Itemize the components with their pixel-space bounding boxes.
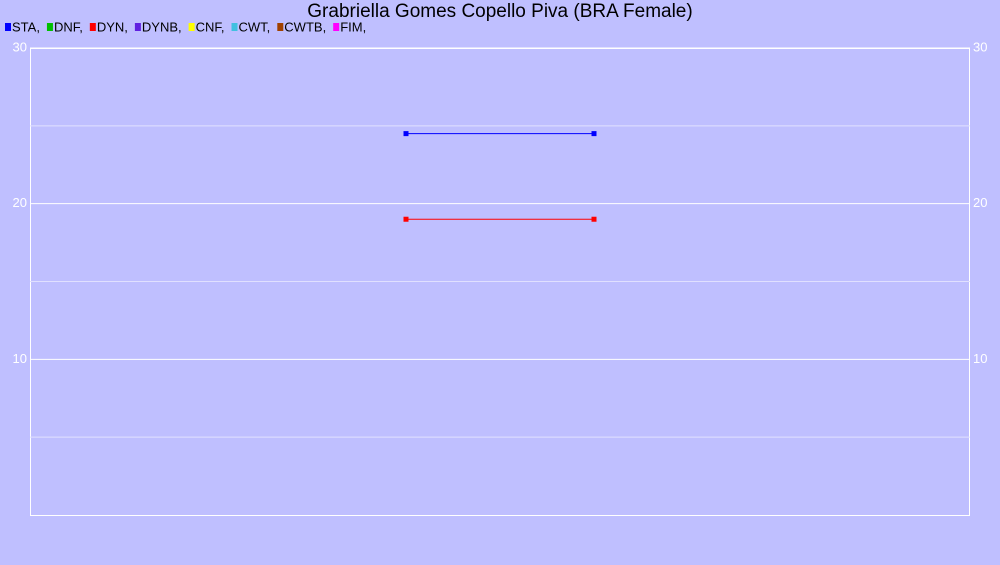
legend-swatch bbox=[134, 23, 141, 31]
legend-swatch bbox=[5, 23, 11, 31]
legend-label: CNF, bbox=[196, 19, 225, 34]
chart-title: Grabriella Gomes Copello Piva (BRA Femal… bbox=[307, 1, 692, 22]
legend-label: CWTB, bbox=[284, 19, 326, 34]
legend-label: CWT, bbox=[239, 19, 271, 34]
legend-label: DYNB, bbox=[142, 19, 182, 34]
y-tick-label: 10 bbox=[13, 351, 27, 366]
legend-label: DYN, bbox=[97, 19, 128, 34]
y-tick-label: 20 bbox=[13, 195, 27, 210]
series-marker bbox=[591, 131, 597, 137]
y2-tick-label: 30 bbox=[973, 39, 987, 54]
legend-swatch bbox=[333, 23, 340, 31]
legend-swatch bbox=[89, 23, 96, 31]
legend-swatch bbox=[277, 23, 284, 31]
legend-label: STA, bbox=[12, 19, 40, 34]
y2-tick-label: 20 bbox=[973, 195, 987, 210]
legend-swatch bbox=[231, 23, 238, 31]
legend-label: FIM, bbox=[340, 19, 366, 34]
series-marker bbox=[403, 216, 409, 222]
legend-label: DNF, bbox=[54, 19, 83, 34]
series-marker bbox=[403, 131, 409, 137]
y-tick-label: 30 bbox=[13, 39, 27, 54]
legend-swatch bbox=[46, 23, 53, 31]
legend-swatch bbox=[188, 23, 195, 31]
y2-tick-label: 10 bbox=[973, 351, 987, 366]
series-marker bbox=[591, 216, 597, 222]
